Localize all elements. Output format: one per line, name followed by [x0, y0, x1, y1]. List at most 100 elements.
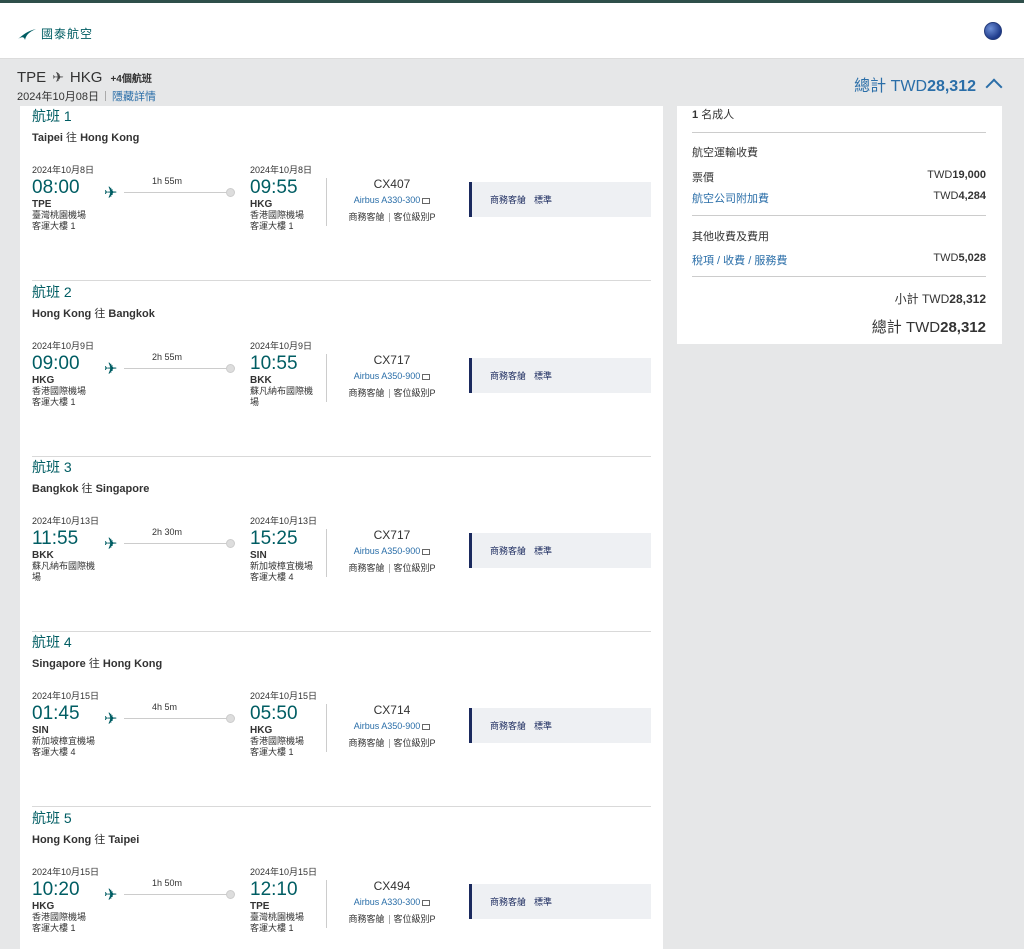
- arrival-dot: [226, 188, 235, 197]
- flight-route: Hong Kong 往 Bangkok: [32, 308, 155, 320]
- grand-total-row: 總計 TWD28,312: [871, 319, 986, 336]
- arrival-block: 2024年10月15日 05:50 HKG 香港國際機場 客運大樓 1: [250, 689, 340, 758]
- arrival-terminal: 客運大樓 1: [250, 747, 294, 757]
- flight-card: 航班 1 Taipei 往 Hong Kong 2024年10月8日 08:00…: [32, 106, 651, 281]
- plane-icon: ✈: [104, 711, 118, 728]
- cathay-logo[interactable]: 國泰航空: [17, 25, 93, 42]
- flight-duration: 4h 5m: [152, 702, 178, 712]
- arrival-dot: [226, 890, 235, 899]
- aircraft-link[interactable]: Airbus A350-900: [337, 721, 447, 731]
- taxes-link[interactable]: 稅項 / 收費 / 服務費: [692, 255, 788, 267]
- arrival-terminal: 客運大樓 1: [250, 221, 294, 231]
- arrival-code: SIN: [250, 550, 267, 561]
- cabin-name: 商務客艙: [490, 371, 527, 381]
- arrival-time: 15:25: [250, 528, 298, 549]
- fare-label: 票價: [692, 172, 714, 184]
- departure-time: 01:45: [32, 703, 80, 724]
- hide-details-link[interactable]: 隱藏詳情: [111, 91, 156, 103]
- flight-number-label: 航班 3: [32, 459, 72, 475]
- trip-date: 2024年10月08日: [17, 91, 99, 103]
- arrival-airport: 新加坡樟宜機場: [250, 561, 314, 571]
- divider: [326, 354, 327, 402]
- divider: [692, 215, 986, 216]
- departure-date: 2024年10月15日: [32, 867, 100, 877]
- arrival-terminal: 客運大樓 4: [250, 572, 294, 582]
- flight-route: Bangkok 往 Singapore: [32, 483, 150, 495]
- departure-code: HKG: [32, 901, 55, 912]
- site-header: 國泰航空: [0, 3, 1024, 59]
- aircraft-link[interactable]: Airbus A330-300: [337, 897, 447, 907]
- brand-name: 國泰航空: [41, 27, 94, 41]
- price-breakdown-panel: 1 名成人 航空運輸收費 票價 TWD19,000 航空公司附加費 TWD4,2…: [677, 106, 1002, 344]
- cabin-class-row: 商務客艙 客位級別P: [348, 388, 436, 399]
- popup-window-icon: [422, 373, 431, 380]
- popup-window-icon: [422, 197, 431, 204]
- destination-code: HKG: [69, 69, 103, 86]
- fare-type: 標準: [534, 546, 553, 556]
- arrival-terminal: 場: [250, 397, 260, 407]
- divider: [32, 280, 651, 281]
- departure-code: BKK: [32, 550, 54, 561]
- fare-amount: TWD19,000: [927, 169, 986, 181]
- departure-airport: 蘇凡納布國際機: [32, 561, 96, 571]
- origin-code: TPE: [17, 69, 47, 86]
- fare-row: 票價 TWD19,000: [692, 169, 986, 185]
- cabin-name: 商務客艙: [490, 546, 527, 556]
- chevron-up-icon[interactable]: [985, 78, 1003, 96]
- arrival-dot: [226, 714, 235, 723]
- fare-type: 標準: [534, 897, 553, 907]
- divider: [32, 631, 651, 632]
- cabin-fare-badge: 商務客艙 標準: [469, 533, 651, 568]
- aircraft-link[interactable]: Airbus A350-900: [337, 546, 447, 556]
- cabin-name: 商務客艙: [490, 897, 527, 907]
- total-price-toggle[interactable]: 總計 TWD28,312: [854, 72, 1003, 96]
- departure-date: 2024年10月9日: [32, 341, 95, 351]
- arrival-block: 2024年10月13日 15:25 SIN 新加坡樟宜機場 客運大樓 4: [250, 514, 340, 583]
- flight-code: CX494: [373, 879, 411, 893]
- departure-date: 2024年10月15日: [32, 691, 100, 701]
- departure-block: 2024年10月15日 01:45 SIN 新加坡樟宜機場 客運大樓 4: [32, 689, 122, 758]
- plane-arrow-icon: ✈: [52, 69, 64, 85]
- plane-icon: ✈: [104, 185, 118, 202]
- cabin-name: 商務客艙: [490, 721, 527, 731]
- aircraft-link[interactable]: Airbus A330-300: [337, 195, 447, 205]
- flight-card: 航班 5 Hong Kong 往 Taipei 2024年10月15日 10:2…: [32, 808, 651, 949]
- language-globe-icon[interactable]: [984, 22, 1002, 40]
- divider: [104, 91, 106, 101]
- divider: [326, 529, 327, 577]
- flight-route: Singapore 往 Hong Kong: [32, 658, 163, 670]
- cabin-class-row: 商務客艙 客位級別P: [348, 563, 436, 574]
- fare-type: 標準: [534, 195, 553, 205]
- subtotal-row: 小計 TWD28,312: [894, 292, 986, 306]
- flight-number-label: 航班 2: [32, 284, 72, 300]
- cabin-class-row: 商務客艙 客位級別P: [348, 212, 436, 223]
- flight-code-block: CX717 Airbus A350-900 商務客艙 客位級別P: [337, 353, 447, 399]
- brushwing-icon: [18, 28, 36, 40]
- departure-time: 08:00: [32, 177, 80, 198]
- departure-time: 10:20: [32, 879, 80, 900]
- popup-window-icon: [422, 723, 431, 730]
- departure-terminal: 客運大樓 1: [32, 221, 76, 231]
- aircraft-link[interactable]: Airbus A350-900: [337, 371, 447, 381]
- flight-code-block: CX494 Airbus A330-300 商務客艙 客位級別P: [337, 879, 447, 925]
- flight-path-line: [124, 718, 234, 719]
- arrival-airport: 蘇凡納布國際機: [250, 386, 314, 396]
- cabin-class-row: 商務客艙 客位級別P: [348, 914, 436, 925]
- departure-time: 11:55: [32, 528, 79, 549]
- plane-icon: ✈: [104, 361, 118, 378]
- departure-date: 2024年10月13日: [32, 516, 100, 526]
- arrival-dot: [226, 539, 235, 548]
- fare-type: 標準: [534, 371, 553, 381]
- top-accent-line: [0, 0, 1024, 3]
- surcharge-link[interactable]: 航空公司附加費: [692, 193, 769, 205]
- departure-airport: 香港國際機場: [32, 912, 87, 922]
- cabin-name: 商務客艙: [490, 195, 527, 205]
- other-fees-heading: 其他收費及費用: [692, 231, 769, 243]
- departure-date: 2024年10月8日: [32, 165, 95, 175]
- surcharge-row: 航空公司附加費 TWD4,284: [692, 190, 986, 206]
- cabin-fare-badge: 商務客艙 標準: [469, 358, 651, 393]
- flight-number-label: 航班 5: [32, 810, 72, 826]
- flight-route: Hong Kong 往 Taipei: [32, 834, 140, 846]
- departure-block: 2024年10月15日 10:20 HKG 香港國際機場 客運大樓 1: [32, 865, 122, 934]
- arrival-time: 12:10: [250, 879, 298, 900]
